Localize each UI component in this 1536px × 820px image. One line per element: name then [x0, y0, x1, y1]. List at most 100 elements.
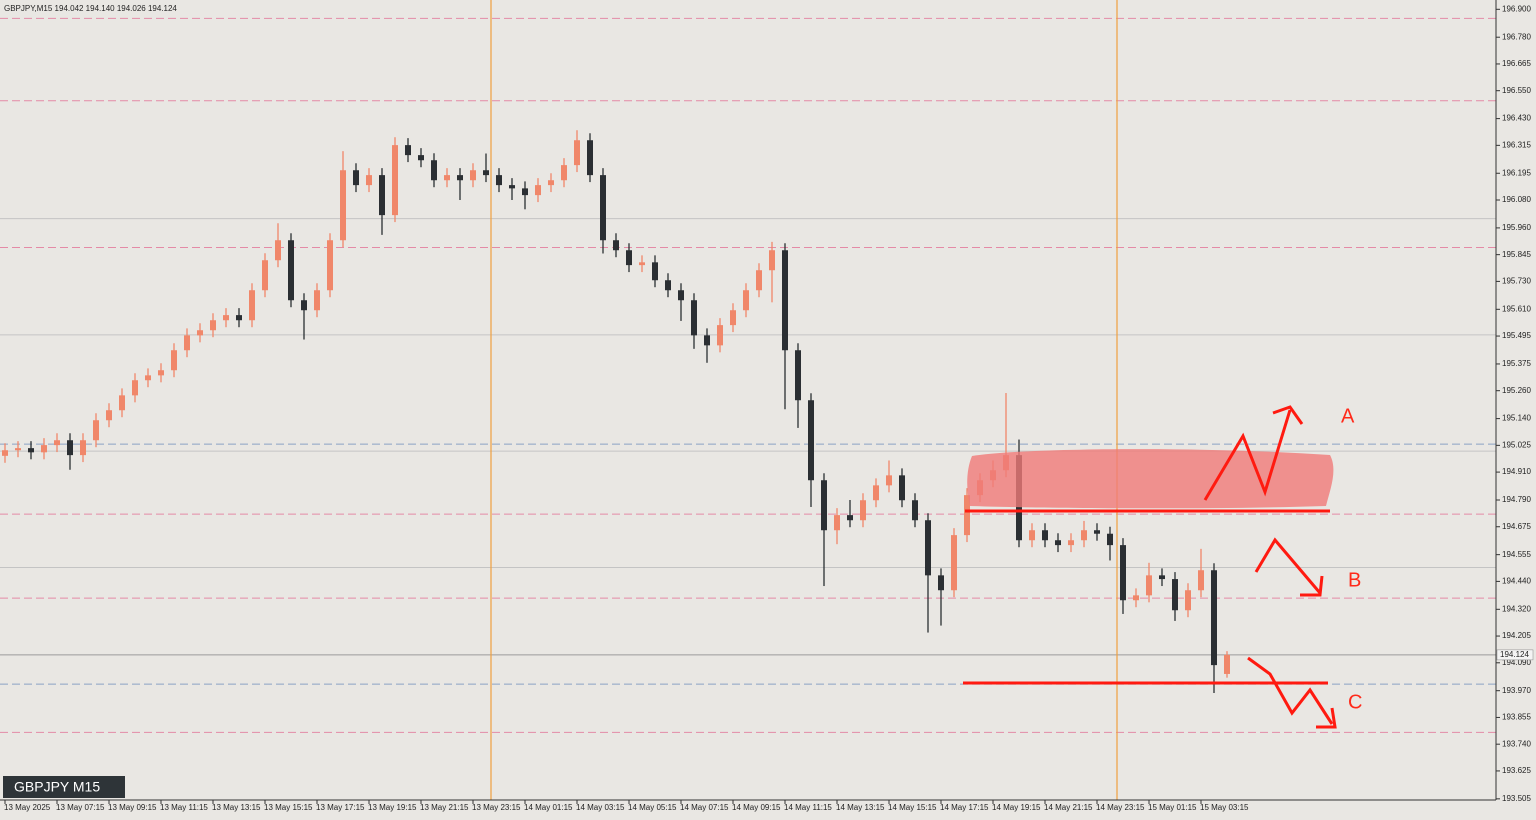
candle-body	[1055, 540, 1061, 546]
candle-body	[860, 500, 866, 521]
candle-body	[249, 290, 255, 321]
y-tick-label: 194.440	[1502, 577, 1531, 586]
candle-body	[288, 240, 294, 301]
candle-body	[15, 448, 21, 451]
candle-body	[418, 155, 424, 161]
candle-body	[938, 575, 944, 591]
y-tick-label: 195.375	[1502, 359, 1531, 368]
candle-body	[366, 175, 372, 186]
chart-title: GBPJPY,M15 194.042 194.140 194.026 194.1…	[4, 4, 177, 13]
x-tick-label: 13 May 23:15	[472, 803, 521, 812]
y-tick-label: 196.665	[1502, 59, 1531, 68]
y-tick-label: 196.315	[1502, 140, 1531, 149]
annotation: A	[1341, 405, 1355, 427]
x-tick-label: 14 May 19:15	[992, 803, 1041, 812]
candle-body	[353, 170, 359, 186]
candle-body	[951, 535, 957, 591]
x-tick-label: 14 May 13:15	[836, 803, 885, 812]
x-tick-label: 15 May 01:15	[1148, 803, 1197, 812]
candle-body	[522, 188, 528, 196]
candle-body	[886, 475, 892, 486]
arrow-c	[1247, 656, 1334, 725]
candle-body	[587, 140, 593, 176]
y-tick-label: 196.195	[1502, 168, 1531, 177]
candle-body	[548, 180, 554, 186]
candle-body	[1120, 545, 1126, 601]
candle-body	[379, 175, 385, 216]
x-tick-label: 14 May 09:15	[732, 803, 781, 812]
annotation: C	[1348, 691, 1362, 713]
x-tick-label: 13 May 11:15	[160, 803, 208, 812]
candle-body	[795, 350, 801, 401]
x-tick-label: 13 May 21:15	[420, 803, 469, 812]
annotation: B	[1348, 569, 1361, 591]
arrow-head	[1300, 575, 1324, 597]
y-tick-label: 195.610	[1502, 304, 1531, 313]
arrow-head	[1316, 707, 1337, 729]
current-price-box	[1496, 649, 1534, 661]
x-tick-label: 13 May 17:15	[316, 803, 365, 812]
candle-body	[184, 335, 190, 351]
y-tick-label: 194.790	[1502, 495, 1531, 504]
resistance-zone	[967, 449, 1334, 509]
candle-body	[626, 250, 632, 266]
candle-body	[1133, 595, 1139, 601]
y-tick-label: 194.675	[1502, 522, 1531, 531]
candle-body	[223, 315, 229, 321]
y-tick-label: 193.740	[1502, 739, 1531, 748]
y-tick-label: 196.430	[1502, 114, 1531, 123]
candle-body	[1042, 530, 1048, 541]
candle-body	[925, 520, 931, 576]
candle-body	[314, 290, 320, 311]
candle-body	[574, 140, 580, 166]
y-tick-label: 194.205	[1502, 631, 1531, 640]
candle-body	[275, 240, 281, 261]
current-price-label: 194.124	[1500, 650, 1529, 659]
x-tick-label: 13 May 09:15	[108, 803, 157, 812]
arrow-b	[1254, 537, 1322, 594]
candle-body	[808, 400, 814, 481]
candle-body	[158, 370, 164, 376]
y-tick-label: 195.960	[1502, 223, 1531, 232]
candle-body	[730, 310, 736, 326]
candle-body	[340, 170, 346, 241]
candle-body	[1198, 570, 1204, 591]
candle-body	[67, 440, 73, 456]
y-tick-label: 193.855	[1502, 713, 1531, 722]
symbol-box	[3, 776, 125, 798]
candle-body	[561, 165, 567, 181]
candle-body	[665, 280, 671, 291]
y-tick-label: 195.730	[1502, 277, 1531, 286]
candle-body	[41, 445, 47, 453]
arrow-a	[1203, 409, 1292, 501]
x-tick-label: 14 May 15:15	[888, 803, 937, 812]
x-tick-label: 13 May 19:15	[368, 803, 417, 812]
candle-body	[457, 175, 463, 181]
y-tick-label: 196.080	[1502, 195, 1531, 204]
candle-body	[28, 448, 34, 453]
candle-body	[691, 300, 697, 336]
candle-body	[600, 175, 606, 241]
x-tick-label: 14 May 17:15	[940, 803, 989, 812]
candle-body	[132, 380, 138, 396]
candle-body	[197, 330, 203, 336]
candle-body	[1159, 575, 1165, 580]
y-tick-label: 193.970	[1502, 686, 1531, 695]
candle-body	[431, 160, 437, 181]
y-tick-label: 194.320	[1502, 604, 1531, 613]
candle-body	[392, 145, 398, 216]
candle-body	[1094, 530, 1100, 534]
candle-body	[444, 175, 450, 181]
candle-body	[1146, 575, 1152, 596]
x-tick-label: 13 May 15:15	[264, 803, 313, 812]
candle-body	[1107, 533, 1113, 546]
candle-body	[769, 250, 775, 271]
candle-body	[1224, 654, 1230, 674]
y-tick-label: 194.910	[1502, 467, 1531, 476]
y-tick-label: 195.025	[1502, 440, 1531, 449]
candle-body	[717, 325, 723, 346]
candle-body	[145, 375, 151, 381]
candle-body	[496, 175, 502, 186]
candle-body	[678, 290, 684, 301]
candle-body	[54, 440, 60, 446]
